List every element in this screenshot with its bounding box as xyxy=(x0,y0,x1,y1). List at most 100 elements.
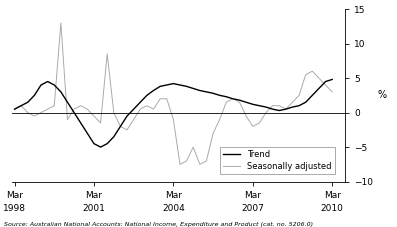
Seasonally adjusted xyxy=(12,108,17,111)
Seasonally adjusted xyxy=(39,111,43,114)
Seasonally adjusted xyxy=(19,104,23,107)
Trend xyxy=(151,89,156,92)
Text: Mar: Mar xyxy=(85,191,102,200)
Seasonally adjusted xyxy=(211,132,216,135)
Trend xyxy=(32,94,37,97)
Seasonally adjusted xyxy=(125,128,129,131)
Seasonally adjusted xyxy=(224,101,229,104)
Seasonally adjusted xyxy=(204,160,209,162)
Trend xyxy=(283,108,288,111)
Trend xyxy=(65,101,70,104)
Trend xyxy=(217,94,222,97)
Trend xyxy=(45,80,50,83)
Seasonally adjusted xyxy=(25,111,30,114)
Text: Mar: Mar xyxy=(244,191,261,200)
Seasonally adjusted xyxy=(231,97,235,100)
Trend xyxy=(184,85,189,88)
Trend xyxy=(138,101,143,104)
Seasonally adjusted xyxy=(58,22,63,24)
Trend xyxy=(118,125,123,128)
Trend xyxy=(12,108,17,111)
Seasonally adjusted xyxy=(177,163,182,166)
Trend xyxy=(211,92,216,95)
Text: 2001: 2001 xyxy=(83,204,105,213)
Seasonally adjusted xyxy=(164,97,169,100)
Trend xyxy=(58,91,63,93)
Trend xyxy=(310,94,315,97)
Seasonally adjusted xyxy=(244,115,249,117)
Seasonally adjusted xyxy=(290,101,295,104)
Trend xyxy=(25,101,30,104)
Seasonally adjusted xyxy=(330,91,335,93)
Trend xyxy=(125,115,129,117)
Seasonally adjusted xyxy=(197,163,202,166)
Seasonally adjusted xyxy=(52,104,57,107)
Trend xyxy=(112,135,116,138)
Trend xyxy=(231,97,235,100)
Seasonally adjusted xyxy=(310,70,315,73)
Trend xyxy=(158,85,162,88)
Seasonally adjusted xyxy=(65,118,70,121)
Trend xyxy=(237,99,242,101)
Seasonally adjusted xyxy=(138,108,143,111)
Trend xyxy=(316,87,321,90)
Seasonally adjusted xyxy=(131,118,136,121)
Trend xyxy=(204,91,209,93)
Trend xyxy=(98,146,103,148)
Trend xyxy=(323,80,328,83)
Text: 1998: 1998 xyxy=(3,204,26,213)
Legend: Trend, Seasonally adjusted: Trend, Seasonally adjusted xyxy=(220,147,335,174)
Seasonally adjusted xyxy=(191,146,196,148)
Trend xyxy=(277,109,281,112)
Text: 2004: 2004 xyxy=(162,204,185,213)
Trend xyxy=(39,84,43,86)
Seasonally adjusted xyxy=(323,84,328,86)
Trend xyxy=(131,108,136,111)
Seasonally adjusted xyxy=(270,104,275,107)
Y-axis label: %: % xyxy=(377,90,386,100)
Seasonally adjusted xyxy=(151,108,156,111)
Trend xyxy=(145,94,149,97)
Seasonally adjusted xyxy=(78,104,83,107)
Seasonally adjusted xyxy=(32,115,37,117)
Trend xyxy=(297,104,301,107)
Seasonally adjusted xyxy=(184,160,189,162)
Text: Mar: Mar xyxy=(324,191,341,200)
Seasonally adjusted xyxy=(72,108,77,111)
Trend xyxy=(330,78,335,81)
Seasonally adjusted xyxy=(251,125,255,128)
Seasonally adjusted xyxy=(158,97,162,100)
Seasonally adjusted xyxy=(45,108,50,111)
Seasonally adjusted xyxy=(264,111,268,114)
Text: Mar: Mar xyxy=(6,191,23,200)
Trend xyxy=(303,101,308,104)
Seasonally adjusted xyxy=(217,118,222,121)
Line: Trend: Trend xyxy=(15,79,332,147)
Seasonally adjusted xyxy=(112,111,116,114)
Seasonally adjusted xyxy=(297,94,301,97)
Trend xyxy=(19,104,23,107)
Seasonally adjusted xyxy=(118,125,123,128)
Trend xyxy=(197,89,202,92)
Seasonally adjusted xyxy=(85,108,90,111)
Trend xyxy=(257,104,262,107)
Seasonally adjusted xyxy=(237,101,242,104)
Seasonally adjusted xyxy=(171,118,176,121)
Trend xyxy=(92,142,96,145)
Seasonally adjusted xyxy=(98,122,103,124)
Trend xyxy=(78,122,83,124)
Text: Source: Australian National Accounts: National Income, Expenditure and Product (: Source: Australian National Accounts: Na… xyxy=(4,222,313,227)
Trend xyxy=(164,84,169,86)
Seasonally adjusted xyxy=(283,108,288,111)
Trend xyxy=(177,84,182,86)
Trend xyxy=(264,106,268,109)
Seasonally adjusted xyxy=(92,115,96,117)
Trend xyxy=(224,95,229,98)
Trend xyxy=(171,82,176,85)
Text: 2010: 2010 xyxy=(321,204,343,213)
Trend xyxy=(270,108,275,111)
Seasonally adjusted xyxy=(145,104,149,107)
Line: Seasonally adjusted: Seasonally adjusted xyxy=(15,23,332,164)
Seasonally adjusted xyxy=(277,104,281,107)
Text: 2007: 2007 xyxy=(241,204,264,213)
